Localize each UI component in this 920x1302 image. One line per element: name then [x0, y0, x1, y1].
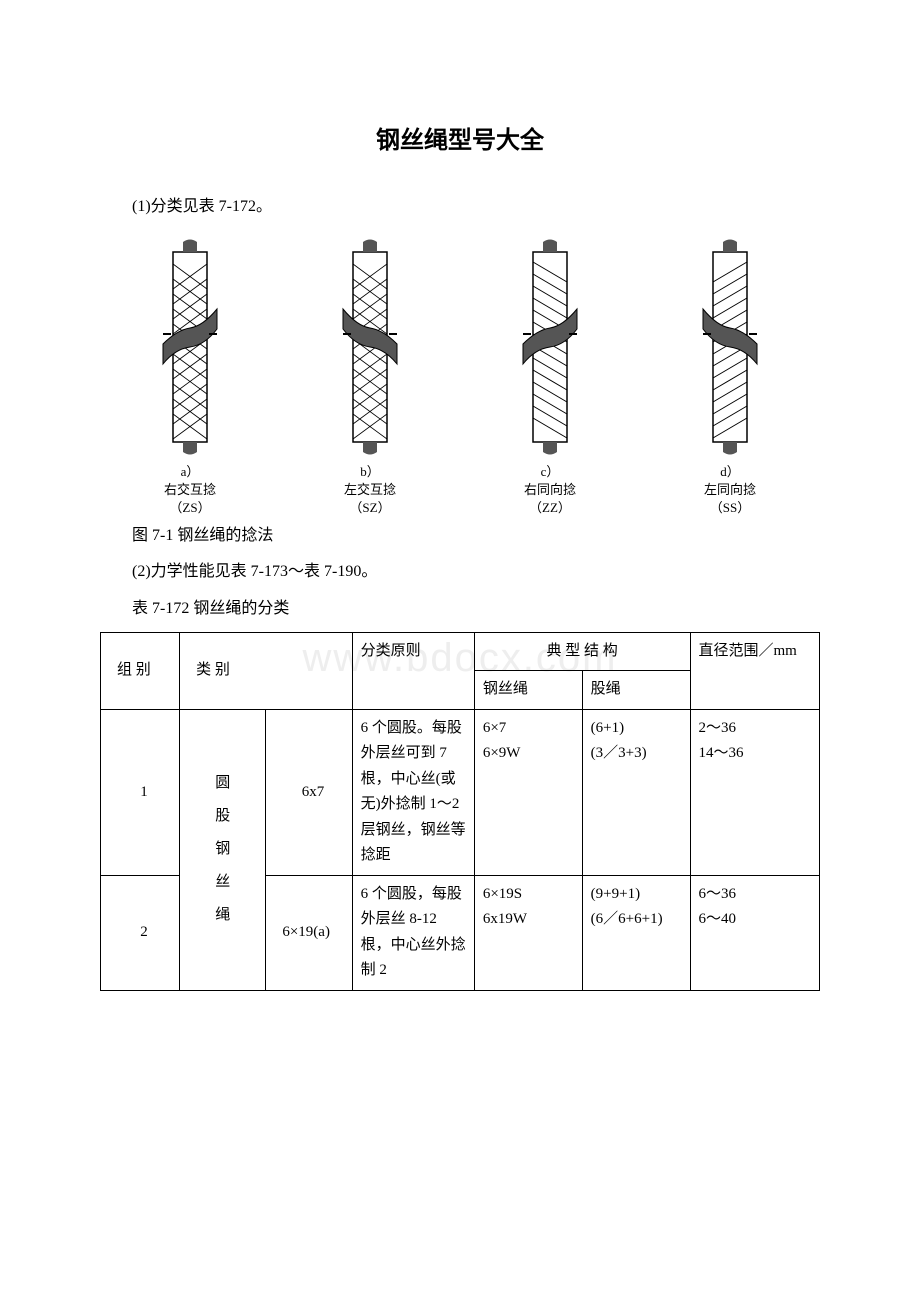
cell-steel-2: 6×19S6x19W [474, 875, 582, 990]
figure-caption-c: c） 右同向捻 （ZZ） [460, 463, 640, 518]
figure-caption-b: b） 左交互捻 （SZ） [280, 463, 460, 518]
cell-rule-2: 6 个圆股，每股外层丝 8-12 根，中心丝外捻制 2 [352, 875, 474, 990]
figure-item-ss: d） 左同向捻 （SS） [640, 234, 820, 518]
cell-category-round: 圆股钢丝绳 [180, 709, 266, 990]
cell-steel-1: 6×76×9W [474, 709, 582, 875]
figure-item-zz: c） 右同向捻 （ZZ） [460, 234, 640, 518]
header-diameter: 直径范围／mm [690, 632, 819, 709]
header-group: 组 别 [101, 632, 180, 709]
table-header-row: 组 别 类 别 分类原则 典 型 结 构 直径范围／mm [101, 632, 820, 671]
cell-strand-1: (6+1)(3／3+3) [582, 709, 690, 875]
cell-cat2-2: 6×19(a) [266, 875, 352, 990]
cell-dia-1: 2～3614～36 [690, 709, 819, 875]
page-title: 钢丝绳型号大全 [100, 120, 820, 163]
header-steel: 钢丝绳 [474, 671, 582, 710]
intro-para-1: (1)分类见表 7-172。 [100, 193, 820, 222]
cell-strand-2: (9+9+1)(6／6+6+1) [582, 875, 690, 990]
classification-table: 组 别 类 别 分类原则 典 型 结 构 直径范围／mm 钢丝绳 股绳 1 圆股… [100, 632, 820, 991]
header-category: 类 别 [180, 632, 353, 709]
intro-para-2: (2)力学性能见表 7-173～表 7-190。 [100, 558, 820, 587]
rope-zs-icon [145, 234, 235, 459]
figure-caption-a: a） 右交互捻 （ZS） [100, 463, 280, 518]
figure-item-sz: b） 左交互捻 （SZ） [280, 234, 460, 518]
header-strand: 股绳 [582, 671, 690, 710]
table-row: 1 圆股钢丝绳 6x7 6 个圆股。每股外层丝可到 7 根，中心丝(或无)外捻制… [101, 709, 820, 875]
cell-rule-1: 6 个圆股。每股外层丝可到 7 根，中心丝(或无)外捻制 1～2 层钢丝，钢丝等… [352, 709, 474, 875]
cell-group-1: 1 [101, 709, 180, 875]
cell-dia-2: 6～366～40 [690, 875, 819, 990]
figure-main-caption: 图 7-1 钢丝绳的捻法 [100, 522, 820, 551]
cell-group-2: 2 [101, 875, 180, 990]
figure-caption-d: d） 左同向捻 （SS） [640, 463, 820, 518]
rope-ss-icon [685, 234, 775, 459]
figure-item-zs: a） 右交互捻 （ZS） [100, 234, 280, 518]
rope-zz-icon [505, 234, 595, 459]
rope-sz-icon [325, 234, 415, 459]
cell-cat2-1: 6x7 [266, 709, 352, 875]
table-title: 表 7-172 钢丝绳的分类 [100, 595, 820, 624]
figure-row: a） 右交互捻 （ZS） b） 左交互 [100, 234, 820, 518]
header-rule: 分类原则 [352, 632, 474, 709]
header-typical: 典 型 结 构 [474, 632, 690, 671]
